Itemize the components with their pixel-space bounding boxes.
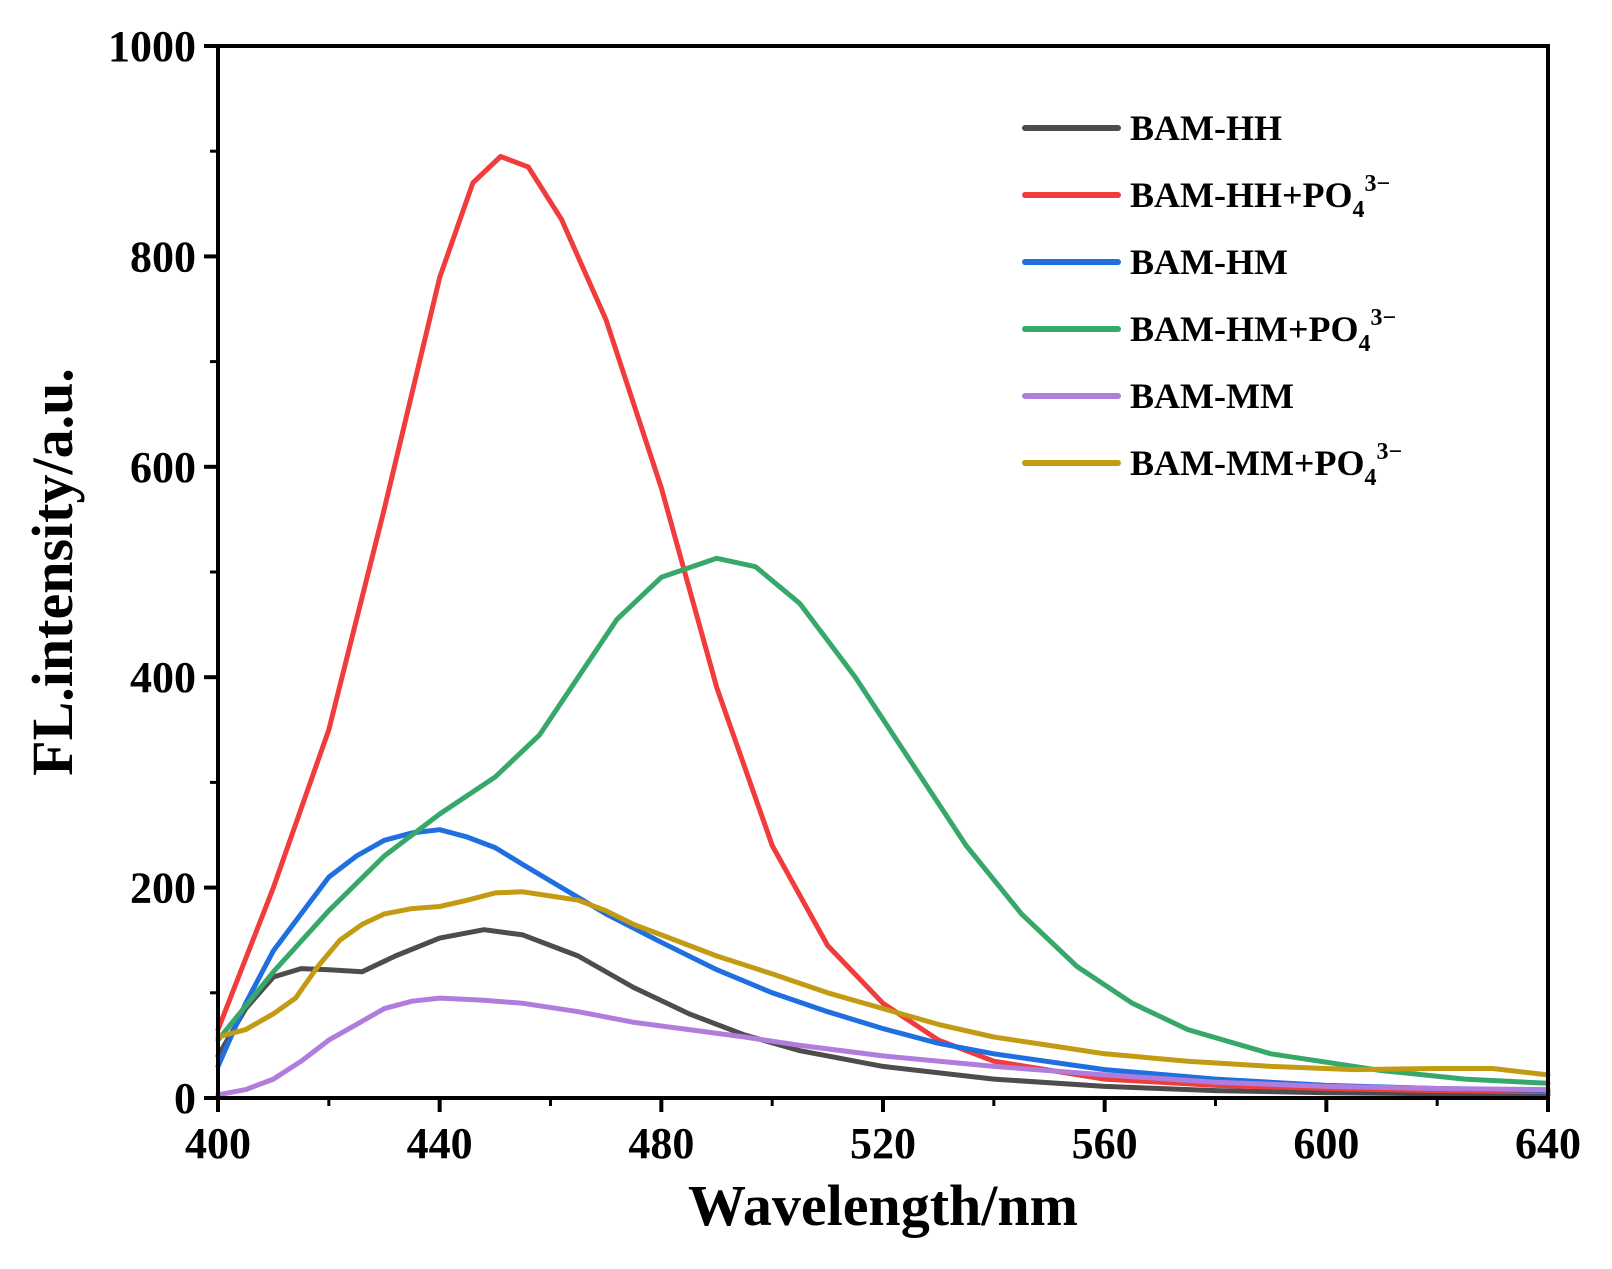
legend-label-main: BAM-HM [1130,242,1288,282]
y-tick-label: 800 [130,232,196,281]
tick-labels: 400 440 480 520 560 600 640 0 200 400 600 800 1000 [108,22,1581,1168]
legend-label-main: BAM-MM+PO [1130,443,1364,483]
legend-label-main: BAM-HH+PO [1130,175,1353,215]
x-tick-label: 440 [407,1119,473,1168]
legend-label-subscript: 4 [1358,331,1370,357]
x-tick-label: 400 [185,1119,251,1168]
x-tick-label: 600 [1293,1119,1359,1168]
series-line-5 [215,995,1551,1098]
x-tick-label: 640 [1515,1119,1581,1168]
legend-label-superscript: 3− [1370,305,1396,331]
y-tick-label: 400 [130,653,196,702]
legend-label-subscript: 4 [1364,465,1376,491]
legend-label-4: BAM-HM+PO43− [1130,305,1396,357]
legend-label-superscript: 3− [1376,439,1402,465]
y-tick-label: 0 [174,1074,196,1123]
x-axis-title: Wavelength/nm [688,1173,1078,1238]
legend-label-1: BAM-HH [1130,108,1282,148]
legend-label-main: BAM-MM [1130,376,1294,416]
legend-label-main: BAM-HH [1130,108,1282,148]
y-tick-label: 200 [130,864,196,913]
legend-label-subscript: 4 [1353,197,1365,223]
y-tick-label: 600 [130,443,196,492]
series-line-6 [215,889,1551,1078]
legend-label-3: BAM-HM [1130,242,1288,282]
legend-label-superscript: 3− [1365,171,1391,197]
curves-layer [215,154,1551,1098]
x-tick-label: 520 [850,1119,916,1168]
y-tick-label: 1000 [108,22,196,71]
legend: BAM-HHBAM-HH+PO43−BAM-HMBAM-HM+PO43−BAM-… [1022,108,1402,491]
series-line-2 [215,154,1551,1095]
y-axis-title: FL.intensity/a.u. [20,368,85,776]
tick-marks [204,44,1550,1112]
legend-label-main: BAM-HM+PO [1130,309,1358,349]
x-tick-label: 560 [1072,1119,1138,1168]
legend-label-6: BAM-MM+PO43− [1130,439,1402,491]
legend-label-2: BAM-HH+PO43− [1130,171,1390,223]
series-line-3 [215,827,1551,1094]
x-tick-label: 480 [628,1119,694,1168]
series-line-4 [215,555,1551,1086]
legend-label-5: BAM-MM [1130,376,1294,416]
